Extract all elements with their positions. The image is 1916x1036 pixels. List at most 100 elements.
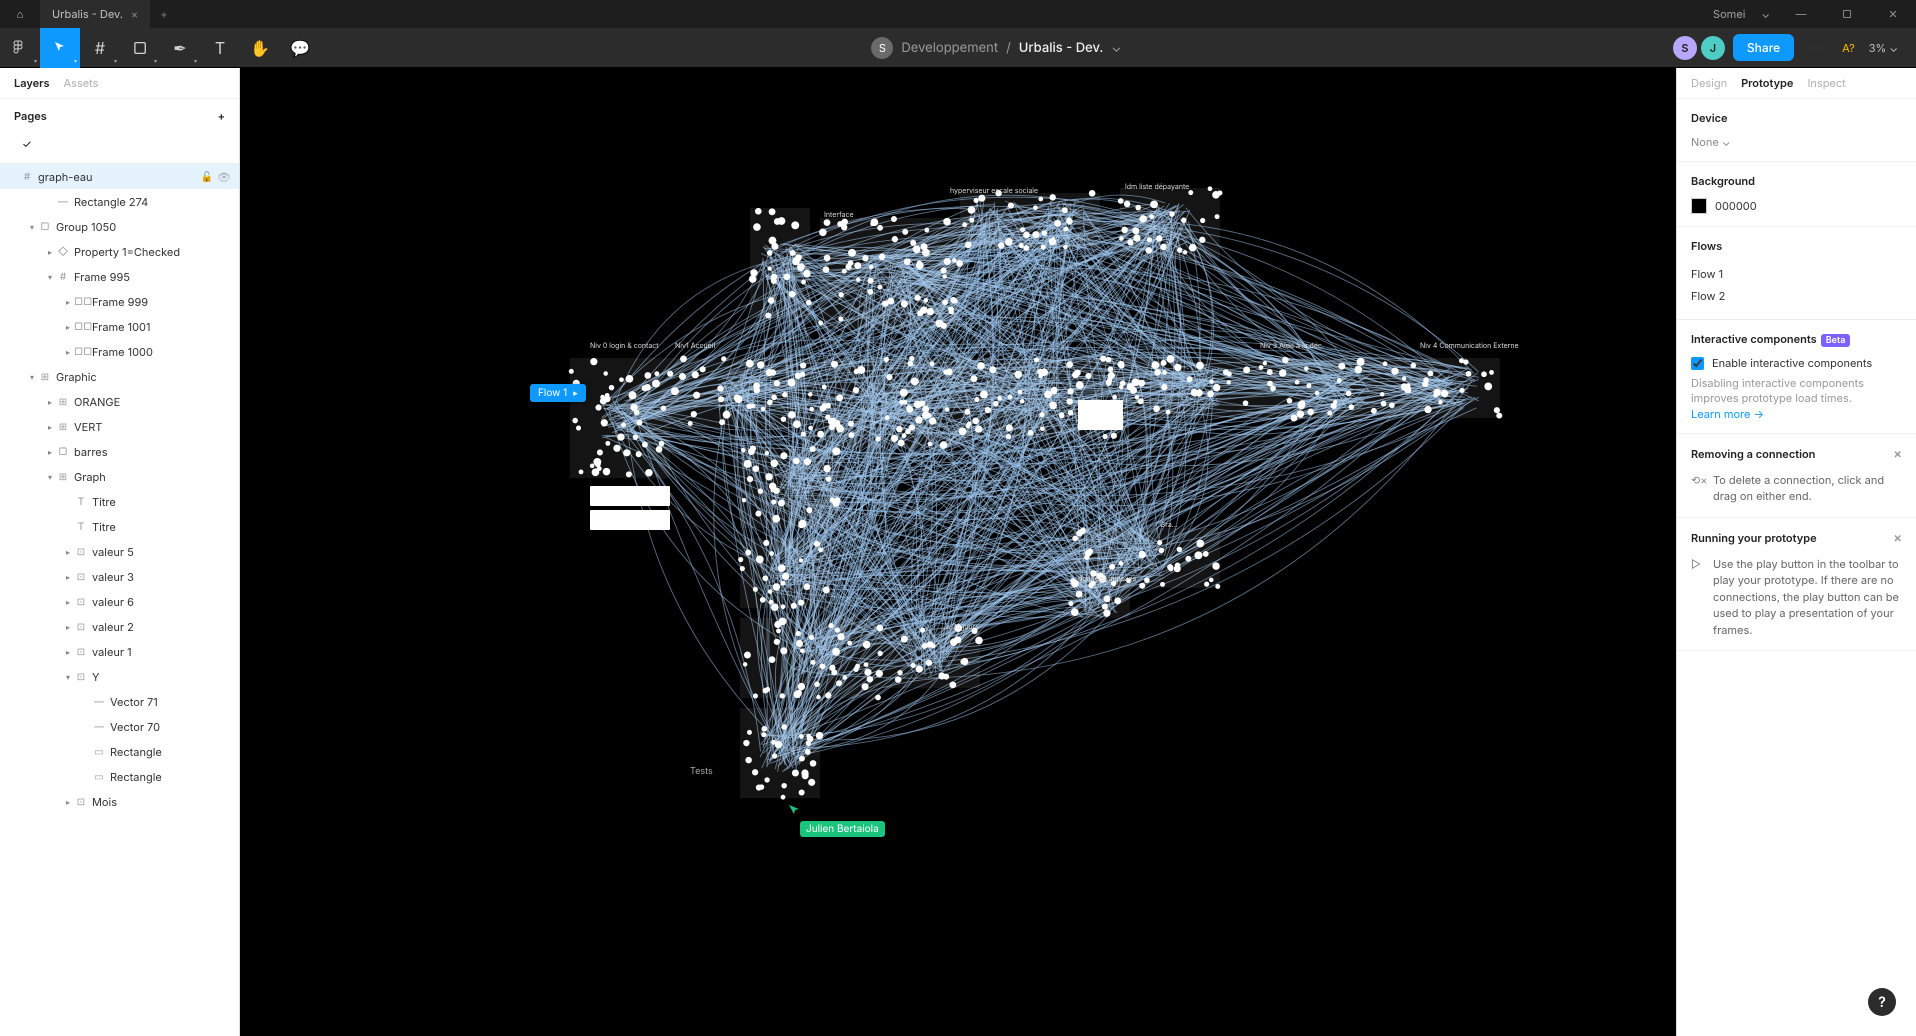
layer-row[interactable]: ▸◇Property 1=Checked: [0, 239, 239, 264]
layer-row[interactable]: ▾#Frame 995: [0, 264, 239, 289]
page-row[interactable]: ✓: [0, 133, 239, 155]
layer-type-icon: ⊞: [56, 396, 70, 408]
layer-row[interactable]: ▸▢▢Frame 999: [0, 289, 239, 314]
tip-remove-title: Removing a connection: [1691, 447, 1815, 461]
frame-tool[interactable]: #▾: [80, 28, 120, 68]
layer-row[interactable]: ▭Rectangle: [0, 739, 239, 764]
inspect-tab[interactable]: Inspect: [1807, 76, 1845, 90]
dismiss-tip-button[interactable]: ×: [1893, 446, 1902, 462]
layer-type-icon: ▢▢: [74, 321, 88, 333]
enable-ic-checkbox[interactable]: [1691, 357, 1704, 370]
learn-more-link[interactable]: Learn more →: [1691, 407, 1902, 421]
presence-avatar[interactable]: J: [1701, 36, 1725, 60]
hand-tool[interactable]: ✋: [240, 28, 280, 68]
layer-name: Property 1=Checked: [70, 245, 231, 259]
assets-tab[interactable]: Assets: [64, 76, 99, 90]
home-icon[interactable]: ⌂: [0, 7, 40, 21]
close-window-button[interactable]: ✕: [1870, 7, 1916, 21]
share-button[interactable]: Share: [1733, 34, 1794, 61]
add-page-button[interactable]: +: [218, 109, 225, 123]
frame-label: ldm liste dépayante: [1125, 182, 1189, 191]
tip-run-title: Running your prototype: [1691, 531, 1817, 545]
os-user[interactable]: Somei: [1705, 7, 1753, 21]
layer-row[interactable]: ▭Rectangle: [0, 764, 239, 789]
new-tab-button[interactable]: +: [150, 7, 177, 21]
lock-icon[interactable]: 🔓: [201, 171, 213, 183]
flow-item[interactable]: Flow 1: [1691, 263, 1902, 285]
comment-tool[interactable]: 💬: [280, 28, 320, 68]
help-button[interactable]: ?: [1868, 988, 1896, 1016]
layer-type-icon: ⊡: [74, 571, 88, 583]
layers-tab[interactable]: Layers: [14, 76, 50, 90]
text-tool[interactable]: T: [200, 28, 240, 68]
move-tool[interactable]: ▾: [40, 28, 80, 68]
layer-row[interactable]: ▾▢Group 1050: [0, 214, 239, 239]
artboard[interactable]: [1078, 400, 1123, 430]
layer-row[interactable]: TTitre: [0, 514, 239, 539]
pen-tool[interactable]: ✒▾: [160, 28, 200, 68]
layer-list: #graph-eau🔓 👁 —Rectangle 274▾▢Group 1050▸◇…: [0, 164, 239, 1036]
layer-row[interactable]: ▸⊡valeur 3: [0, 564, 239, 589]
file-caret-icon[interactable]: ⌄: [1111, 40, 1121, 56]
layer-row[interactable]: ▸⊞VERT: [0, 414, 239, 439]
canvas[interactable]: hyperviseur escale socialeldm liste dépa…: [240, 68, 1676, 1036]
window-tab[interactable]: Urbalis - Dev. ×: [40, 0, 150, 28]
layer-type-icon: ▭: [92, 746, 106, 758]
layer-row[interactable]: —Vector 70: [0, 714, 239, 739]
main-menu-button[interactable]: ▾: [0, 28, 40, 68]
layer-row[interactable]: ▸⊡Mois: [0, 789, 239, 814]
layer-row[interactable]: ▸⊡valeur 5: [0, 539, 239, 564]
background-color-value[interactable]: 000000: [1715, 199, 1757, 213]
close-tab-icon[interactable]: ×: [131, 7, 138, 21]
layer-row[interactable]: ▸▢barres: [0, 439, 239, 464]
minimize-button[interactable]: —: [1778, 7, 1824, 21]
layer-name: ORANGE: [70, 395, 231, 409]
visibility-icon[interactable]: 👁: [217, 170, 231, 184]
frame-label: Niv 0 login & contact: [590, 341, 659, 350]
layer-type-icon: #: [20, 171, 34, 183]
design-tab[interactable]: Design: [1691, 76, 1727, 90]
layer-row[interactable]: TTitre: [0, 489, 239, 514]
artboard[interactable]: [590, 510, 670, 530]
connection-delete-icon: ⟲×: [1691, 472, 1705, 505]
layer-name: graph-eau: [34, 170, 201, 184]
layer-row[interactable]: ▾⊞Graph: [0, 464, 239, 489]
presence-avatar[interactable]: S: [1673, 36, 1697, 60]
layer-row[interactable]: —Vector 71: [0, 689, 239, 714]
missing-fonts-badge[interactable]: A?: [1842, 41, 1855, 55]
enable-interactive-components[interactable]: Enable interactive components: [1691, 356, 1902, 370]
layer-row[interactable]: —Rectangle 274: [0, 189, 239, 214]
layer-row[interactable]: #graph-eau🔓 👁: [0, 164, 239, 189]
flow-item[interactable]: Flow 2: [1691, 285, 1902, 307]
layer-row[interactable]: ▸⊡valeur 1: [0, 639, 239, 664]
layer-row[interactable]: ▸▢▢Frame 1000: [0, 339, 239, 364]
flow-start-tag[interactable]: Flow 1: [530, 384, 586, 402]
artboard[interactable]: [590, 486, 670, 506]
os-user-caret[interactable]: ⌄: [1753, 7, 1778, 21]
layer-row[interactable]: ▾⊞Graphic: [0, 364, 239, 389]
file-name[interactable]: Urbalis - Dev.: [1019, 40, 1104, 56]
team-avatar[interactable]: S: [871, 37, 893, 59]
layer-row[interactable]: ▸⊞ORANGE: [0, 389, 239, 414]
window-tab-title: Urbalis - Dev.: [52, 7, 123, 21]
layer-name: Frame 995: [70, 270, 231, 284]
layer-row[interactable]: ▾⊡Y: [0, 664, 239, 689]
layer-type-icon: ◇: [56, 246, 70, 258]
device-section-title: Device: [1691, 111, 1902, 125]
layer-row[interactable]: ▸▢▢Frame 1001: [0, 314, 239, 339]
present-button[interactable]: ▷: [1802, 41, 1834, 55]
prototype-tab[interactable]: Prototype: [1741, 76, 1793, 90]
layer-row[interactable]: ▸⊡valeur 6: [0, 589, 239, 614]
zoom-level[interactable]: 3% ⌄: [1863, 41, 1904, 55]
background-color-swatch[interactable]: [1691, 198, 1707, 214]
layer-type-icon: ▢▢: [74, 346, 88, 358]
layer-name: valeur 1: [88, 645, 231, 659]
device-select[interactable]: None ⌄: [1691, 135, 1902, 149]
layer-name: Titre: [88, 520, 231, 534]
shape-tool[interactable]: ▢▾: [120, 28, 160, 68]
dismiss-tip-button[interactable]: ×: [1893, 530, 1902, 546]
project-name[interactable]: Developpement: [901, 40, 998, 56]
layer-row[interactable]: ▸⊡valeur 2: [0, 614, 239, 639]
maximize-button[interactable]: ▢: [1824, 7, 1870, 21]
frame-label: …à 30 jours: [940, 622, 979, 631]
